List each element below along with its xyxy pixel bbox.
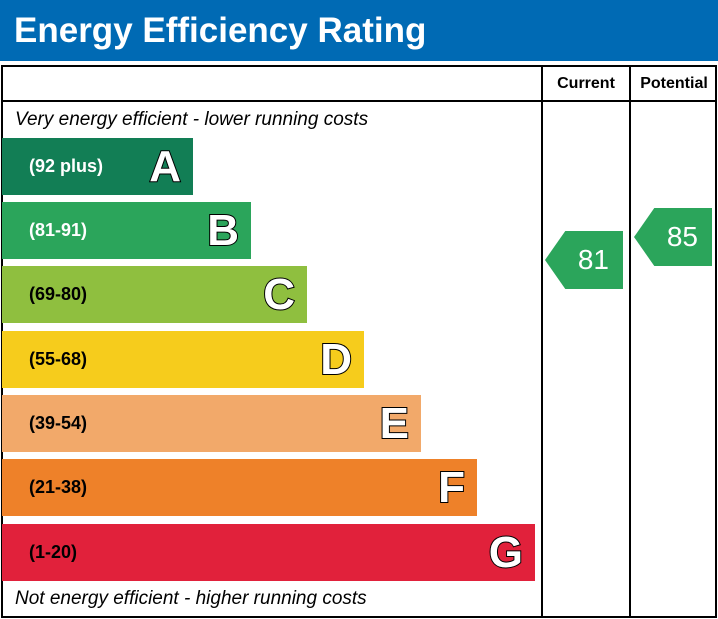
- column-header-current: Current: [557, 75, 615, 92]
- column-header-potential: Potential: [640, 75, 708, 92]
- band-a: (92 plus) A: [2, 138, 193, 195]
- band-letter: E: [379, 398, 410, 449]
- band-range: (1-20): [29, 542, 78, 562]
- band-letter: D: [319, 334, 353, 385]
- band-g: (1-20) G: [2, 524, 535, 581]
- band-range: (21-38): [29, 477, 88, 497]
- column-divider: [541, 65, 543, 618]
- band-letter: B: [206, 205, 240, 256]
- band-e: (39-54) E: [2, 395, 421, 452]
- band-letter: F: [437, 462, 466, 513]
- chart-title: Energy Efficiency Rating: [0, 0, 718, 61]
- band-range: (81-91): [29, 220, 88, 240]
- band-b: (81-91) B: [2, 202, 251, 259]
- band-letter: G: [488, 527, 524, 578]
- band-range: (55-68): [29, 349, 88, 369]
- top-note: Very energy efficient - lower running co…: [15, 109, 369, 130]
- band-range: (92 plus): [29, 156, 104, 176]
- band-c: (69-80) C: [2, 266, 307, 323]
- bottom-note: Not energy efficient - higher running co…: [15, 588, 367, 609]
- band-range: (39-54): [29, 413, 88, 433]
- header-divider: [1, 100, 717, 102]
- band-letter: A: [148, 141, 182, 192]
- band-d: (55-68) D: [2, 331, 364, 388]
- column-divider: [629, 65, 631, 618]
- band-range: (69-80): [29, 284, 88, 304]
- band-letter: C: [262, 269, 296, 320]
- band-f: (21-38) F: [2, 459, 477, 516]
